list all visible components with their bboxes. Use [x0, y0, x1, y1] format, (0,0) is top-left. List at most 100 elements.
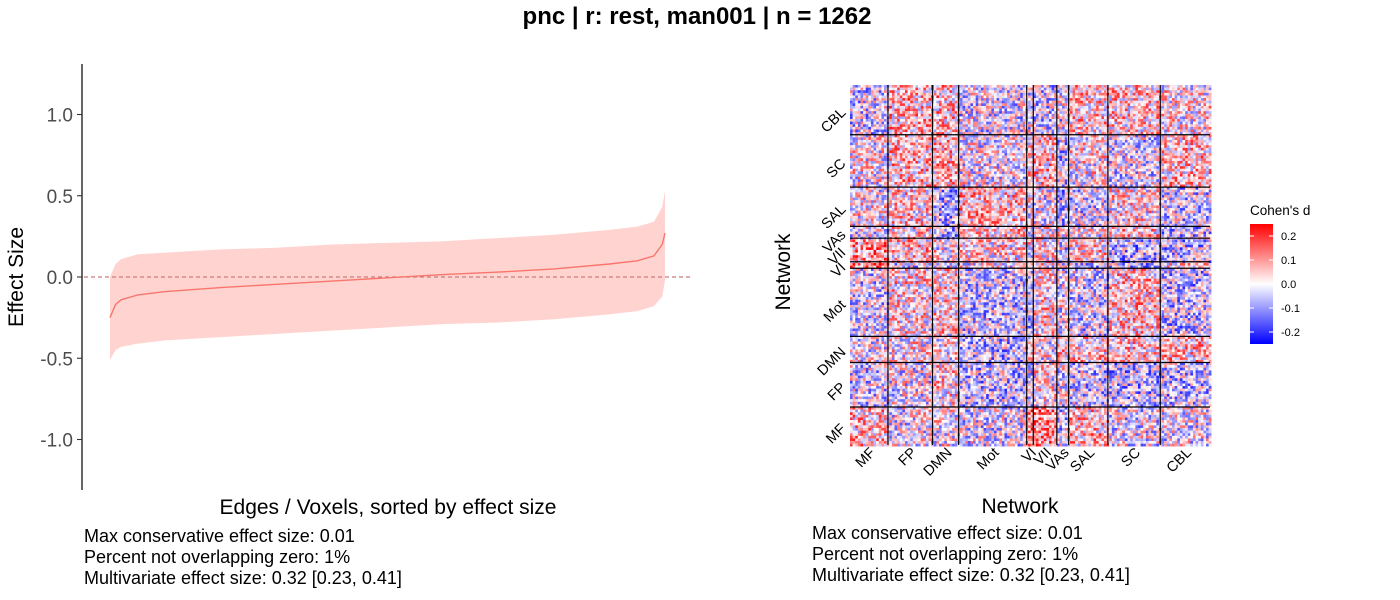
- heatmap-cell: [1010, 103, 1013, 106]
- heatmap-cell: [1188, 88, 1191, 91]
- heatmap-cell: [1198, 116, 1201, 119]
- heatmap-cell: [1062, 98, 1065, 101]
- heatmap-cell: [1141, 101, 1144, 104]
- heatmap-cell: [944, 169, 947, 172]
- heatmap-cell: [1198, 114, 1201, 117]
- heatmap-cell: [1151, 143, 1154, 146]
- heatmap-cell: [850, 148, 853, 151]
- heatmap-cell: [1164, 88, 1167, 91]
- heatmap-cell: [1112, 156, 1115, 159]
- heatmap-cell: [970, 122, 973, 125]
- heatmap-cell: [1198, 148, 1201, 151]
- heatmap-cell: [1143, 85, 1146, 88]
- heatmap-cell: [1109, 88, 1112, 91]
- heatmap-cell: [884, 85, 887, 88]
- heatmap-cell: [1146, 174, 1149, 177]
- heatmap-cell: [1175, 109, 1178, 112]
- heatmap-cell: [900, 116, 903, 119]
- heatmap-cell: [1104, 106, 1107, 109]
- heatmap-cell: [871, 116, 874, 119]
- heatmap-cell: [1004, 109, 1007, 112]
- heatmap-cell: [1148, 85, 1151, 88]
- heatmap-cell: [965, 177, 968, 180]
- heatmap-cell: [1133, 119, 1136, 122]
- heatmap-cell: [855, 122, 858, 125]
- heatmap-cell: [897, 143, 900, 146]
- heatmap-cell: [1201, 85, 1204, 88]
- heatmap-cell: [1122, 130, 1125, 133]
- heatmap-cell: [991, 106, 994, 109]
- heatmap-cell: [1183, 119, 1186, 122]
- heatmap-cell: [929, 174, 932, 177]
- heatmap-cell: [881, 88, 884, 91]
- heatmap-cell: [1190, 103, 1193, 106]
- heatmap-cell: [923, 148, 926, 151]
- heatmap-cell: [892, 124, 895, 127]
- heatmap-cell: [915, 153, 918, 156]
- heatmap-cell: [853, 119, 856, 122]
- heatmap-cell: [942, 90, 945, 93]
- heatmap-cell: [947, 130, 950, 133]
- heatmap-cell: [963, 119, 966, 122]
- heatmap-cell: [1073, 153, 1076, 156]
- heatmap-cell: [1133, 148, 1136, 151]
- heatmap-cell: [1096, 98, 1099, 101]
- heatmap-cell: [1114, 161, 1117, 164]
- heatmap-cell: [1023, 127, 1026, 130]
- heatmap-cell: [1175, 90, 1178, 93]
- heatmap-cell: [1175, 95, 1178, 98]
- heatmap-cell: [1083, 156, 1086, 159]
- heatmap-cell: [1018, 88, 1021, 91]
- heatmap-cell: [1162, 174, 1165, 177]
- heatmap-cell: [1130, 119, 1133, 122]
- heatmap-cell: [926, 150, 929, 153]
- heatmap-cell: [863, 171, 866, 174]
- heatmap-cell: [952, 169, 955, 172]
- heatmap-cell: [960, 158, 963, 161]
- heatmap-cell: [921, 98, 924, 101]
- heatmap-cell: [1046, 171, 1049, 174]
- heatmap-cell: [976, 127, 979, 130]
- heatmap-cell: [1177, 119, 1180, 122]
- heatmap-cell: [918, 85, 921, 88]
- heatmap-cell: [1203, 95, 1206, 98]
- heatmap-cell: [892, 90, 895, 93]
- heatmap-cell: [1162, 164, 1165, 167]
- heatmap-cell: [1172, 145, 1175, 148]
- heatmap-cell: [858, 153, 861, 156]
- heatmap-cell: [889, 161, 892, 164]
- heatmap-cell: [1073, 114, 1076, 117]
- heatmap-cell: [981, 148, 984, 151]
- heatmap-cell: [884, 98, 887, 101]
- heatmap-cell: [921, 143, 924, 146]
- heatmap-cell: [949, 119, 952, 122]
- heatmap-cell: [952, 171, 955, 174]
- heatmap-cell: [1172, 93, 1175, 96]
- heatmap-cell: [879, 130, 882, 133]
- heatmap-cell: [978, 122, 981, 125]
- heatmap-cell: [952, 106, 955, 109]
- heatmap-cell: [1041, 109, 1044, 112]
- heatmap-cell: [874, 122, 877, 125]
- heatmap-cell: [921, 161, 924, 164]
- heatmap-cell: [1183, 164, 1186, 167]
- heatmap-cell: [863, 148, 866, 151]
- heatmap-cell: [968, 103, 971, 106]
- heatmap-cell: [1209, 171, 1212, 174]
- heatmap-cell: [1073, 95, 1076, 98]
- heatmap-cell: [1007, 177, 1010, 180]
- heatmap-cell: [976, 143, 979, 146]
- heatmap-cell: [1141, 174, 1144, 177]
- heatmap-cell: [871, 177, 874, 180]
- heatmap-cell: [908, 143, 911, 146]
- heatmap-cell: [1122, 156, 1125, 159]
- heatmap-cell: [889, 116, 892, 119]
- heatmap-cell: [926, 140, 929, 143]
- heatmap-cell: [918, 150, 921, 153]
- heatmap-cell: [1015, 101, 1018, 104]
- heatmap-cell: [879, 150, 882, 153]
- heatmap-cell: [881, 153, 884, 156]
- heatmap-cell: [1156, 93, 1159, 96]
- heatmap-cell: [1169, 171, 1172, 174]
- heatmap-cell: [1193, 101, 1196, 104]
